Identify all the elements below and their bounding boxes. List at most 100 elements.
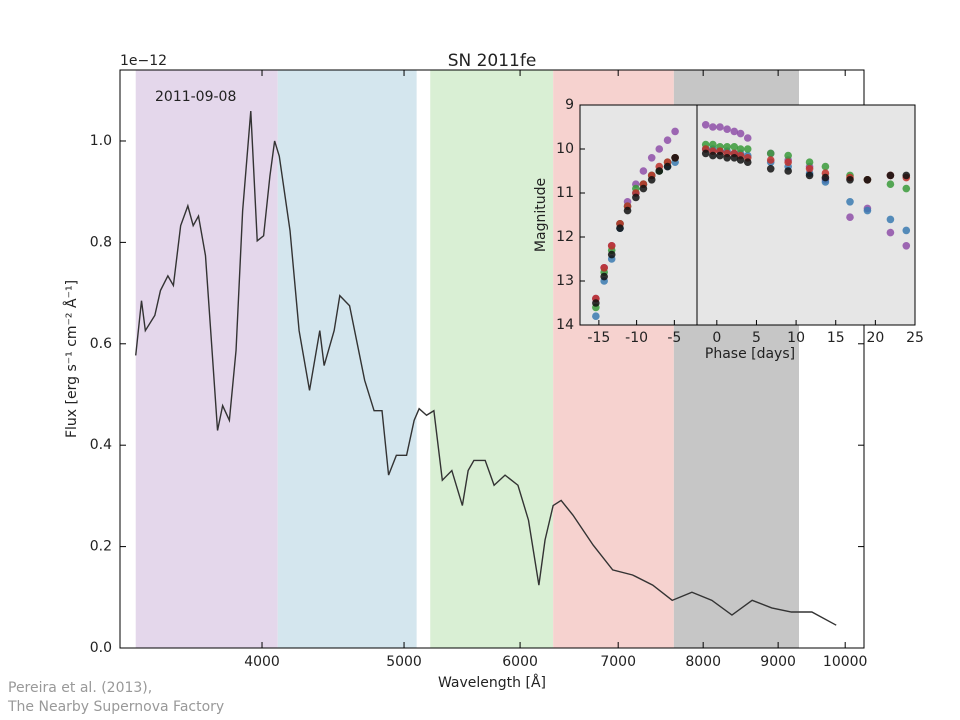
photometry-point [639,184,648,193]
photometry-point [902,242,911,250]
photometry-point [736,145,745,153]
y-axis-label: Magnitude [533,178,549,252]
x-tick-label: 25 [906,330,924,346]
x-tick-label: -10 [625,330,648,346]
photometry-point [607,250,616,259]
photometry-point [716,151,724,160]
band [277,70,417,648]
photometry-point [902,171,911,180]
photometry-point [886,171,895,180]
photometry-point [736,156,745,164]
photometry-point [671,154,679,162]
photometry-point [639,167,648,175]
photometry-point [647,154,656,162]
photometry-point [616,224,624,232]
photometry-point [805,165,814,173]
photometry-point [663,136,672,144]
photometry-point [805,158,814,166]
x-tick-label: 10000 [823,654,868,670]
y-tick-label: 0.0 [90,640,112,656]
photometry-point [723,125,731,133]
y-tick-label: 12 [556,229,574,245]
photometry-point [886,180,895,188]
x-tick-label: 20 [866,330,884,346]
photometry-point [863,176,872,184]
photometry-point [607,242,616,250]
photometry-point [886,228,895,237]
x-tick-label: 15 [827,330,845,346]
y-tick-label: 10 [556,141,574,157]
x-tick-label: 10 [787,330,805,346]
photometry-point [846,198,854,206]
x-tick-label: 4000 [244,654,280,670]
photometry-point [655,167,664,175]
photometry-point [784,158,792,166]
x-tick-label: -5 [667,330,681,346]
photometry-point [592,299,600,307]
photometry-point [671,127,679,136]
y-tick-label: 9 [565,97,574,113]
inset-axes: -15 -10 -5 0 5 10 15 20 25 9 10 11 12 13 14 Magnitude Ph… [533,97,924,362]
y-tick-label: 0.8 [90,234,112,250]
photometry-point [821,162,830,171]
y-tick-label: 14 [556,317,574,333]
x-tick-label: -15 [587,330,610,346]
photometry-point [723,154,731,162]
y-tick-label: 0.4 [90,437,112,453]
photometry-point [766,156,775,164]
x-tick-label: 5 [752,330,761,346]
photometry-point [821,173,830,182]
y-tick-label: 11 [556,185,574,201]
photometry-point [623,206,632,215]
band [430,70,554,648]
photometry-point [592,312,600,321]
y-tick-label: 13 [556,273,574,289]
x-tick-label: 6000 [502,654,538,670]
photometry-point [600,272,608,281]
photometry-point [730,154,739,162]
photometry-point [663,162,672,171]
y-tick-label: 0.2 [90,539,112,555]
x-tick-label: 7000 [600,654,636,670]
photometry-point [766,149,775,158]
photometry-point [600,264,608,272]
x-tick-label: 8000 [685,654,721,670]
photometry-point [709,123,717,131]
axes-frame [119,69,865,649]
x-tick-label: 0 [712,330,721,346]
x-tick-label: 5000 [386,654,422,670]
photometry-point [701,149,710,158]
photometry-point [743,158,752,166]
photometry-point [709,140,717,149]
photometry-point [730,127,739,136]
photometry-point [743,134,752,142]
y-tick-label: 0.6 [90,336,112,352]
photometry-point [846,176,854,184]
y-tick-label: 1.0 [90,133,112,149]
photometry-point [701,121,710,129]
band [135,70,278,648]
spectrum-line [135,111,837,626]
photometry-point [730,143,739,151]
credit: The Nearby Supernova Factory [7,699,224,715]
photometry-point [716,123,724,131]
photometry-point [647,176,656,184]
annotation: 2011-09-08 [155,89,236,105]
x-axis-label: Phase [days] [705,346,795,362]
photometry-point [655,145,664,153]
y-axis-label: Flux [erg s⁻¹ cm⁻² Å⁻¹] [63,280,80,438]
photometry-point [805,171,814,180]
photometry-point [846,213,854,221]
photometry-point [766,165,775,173]
photometry-point [784,167,792,175]
panel-frame [696,104,916,326]
photometry-point [632,193,640,202]
photometry-point [723,143,731,151]
photometry-point [886,215,895,224]
photometry-point [743,145,752,153]
x-axis-label: Wavelength [Å] [438,674,546,691]
photometry-point [902,184,911,193]
chart-title: SN 2011fe [448,51,537,71]
photometry-point [784,151,792,160]
